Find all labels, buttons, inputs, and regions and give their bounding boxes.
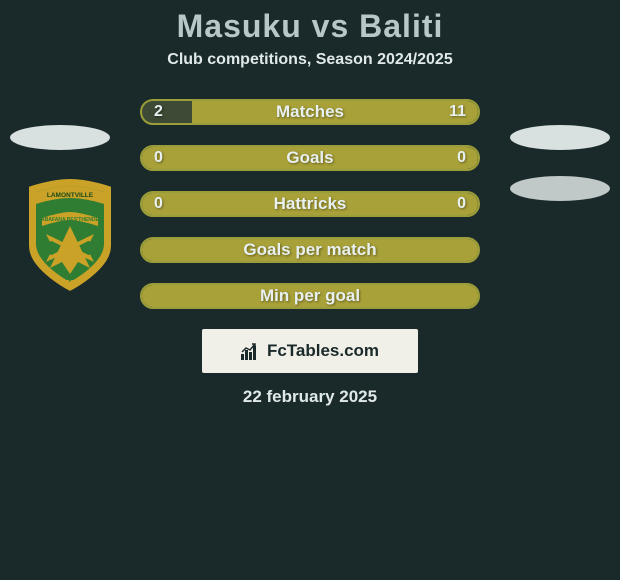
player2-avatar-placeholder bbox=[510, 125, 610, 150]
bar-label: Matches bbox=[142, 101, 478, 123]
stat-bar: 211Matches bbox=[140, 99, 480, 125]
bar-label: Hattricks bbox=[142, 193, 478, 215]
subtitle: Club competitions, Season 2024/2025 bbox=[0, 51, 620, 69]
stat-bar: 00Goals bbox=[140, 145, 480, 171]
bar-label: Goals per match bbox=[142, 239, 478, 261]
date-text: 22 february 2025 bbox=[0, 387, 620, 407]
stat-bar: 00Hattricks bbox=[140, 191, 480, 217]
branding-text: FcTables.com bbox=[267, 341, 379, 361]
bar-label: Goals bbox=[142, 147, 478, 169]
player2-club-placeholder bbox=[510, 176, 610, 201]
golden-arrows-badge-icon: LAMONTVILLE ABAFANA BES'THENDE FC bbox=[20, 176, 120, 294]
stat-bar: Goals per match bbox=[140, 237, 480, 263]
branding-badge: FcTables.com bbox=[202, 329, 418, 373]
page-title: Masuku vs Baliti bbox=[0, 8, 620, 45]
bar-label: Min per goal bbox=[142, 285, 478, 307]
player1-avatar-placeholder bbox=[10, 125, 110, 150]
player1-club-badge: LAMONTVILLE ABAFANA BES'THENDE FC bbox=[20, 176, 120, 294]
stats-bars: 211Matches 00Goals 00Hattricks Goals per ma… bbox=[140, 99, 480, 309]
svg-text:LAMONTVILLE: LAMONTVILLE bbox=[47, 192, 94, 199]
chart-icon bbox=[241, 342, 261, 360]
svg-text:ABAFANA BES'THENDE: ABAFANA BES'THENDE bbox=[41, 217, 99, 223]
svg-text:FC: FC bbox=[65, 279, 76, 288]
stat-bar: Min per goal bbox=[140, 283, 480, 309]
main-container: Masuku vs Baliti Club competitions, Seas… bbox=[0, 0, 620, 407]
